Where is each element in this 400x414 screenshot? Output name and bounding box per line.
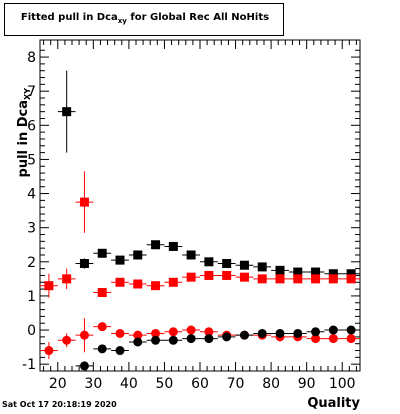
x-tick-label: 20 <box>49 376 67 392</box>
chart-title-subscript: xy <box>117 17 127 25</box>
y-axis-label: pull in DcaXY <box>16 88 32 177</box>
x-tick-label: 30 <box>84 376 102 392</box>
series-3-point <box>293 328 303 338</box>
series-0-point <box>346 269 356 279</box>
x-tick-label: 50 <box>156 376 174 392</box>
series-0-point <box>186 250 196 260</box>
series-3-point <box>346 325 356 335</box>
y-tick-label: 5 <box>27 152 36 168</box>
series-1-point <box>257 274 267 284</box>
series-1-point <box>311 274 321 284</box>
y-tick-label: 8 <box>27 50 36 66</box>
series-1-point <box>293 274 303 284</box>
series-3-point <box>311 327 321 337</box>
chart-title-main: Fitted pull in Dca <box>20 12 118 23</box>
series-3-point <box>275 328 285 338</box>
y-tick-label: 7 <box>27 84 36 100</box>
series-1-point <box>151 281 161 291</box>
series-2-point <box>44 346 54 356</box>
series-3-point <box>257 328 267 338</box>
y-tick-label: -1 <box>22 357 36 373</box>
series-3-point <box>151 335 161 345</box>
series-2-point <box>168 327 178 337</box>
series-2-point <box>204 327 214 337</box>
series-3-point <box>186 334 196 344</box>
series-0-point <box>62 107 72 117</box>
series-0-point <box>204 257 214 267</box>
series-2-point <box>346 334 356 344</box>
series-1-point <box>186 272 196 282</box>
series-0-point <box>293 267 303 277</box>
series-0-point <box>151 240 161 250</box>
series-3-point <box>97 344 107 354</box>
y-axis-label-subscript: XY <box>23 88 32 100</box>
series-2-point <box>186 325 196 335</box>
series-3-point <box>204 334 214 344</box>
series-3-point <box>79 361 89 371</box>
series-2-point <box>79 330 89 340</box>
series-0-point <box>115 255 125 265</box>
series-1-point <box>328 274 338 284</box>
series-2-point <box>328 334 338 344</box>
series-3-point <box>115 346 125 356</box>
x-tick-label: 80 <box>262 376 280 392</box>
x-tick-label: 60 <box>191 376 209 392</box>
y-tick-label: 0 <box>27 323 36 339</box>
title-box: Fitted pull in Dcaxy for Global Rec All … <box>4 3 284 36</box>
series-1-point <box>62 274 72 284</box>
series-1-point <box>204 270 214 280</box>
series-2-point <box>311 334 321 344</box>
series-1-point <box>239 272 249 282</box>
x-tick-label: 40 <box>120 376 138 392</box>
chart-title-rest: for Global Rec All NoHits <box>126 12 270 23</box>
series-2-point <box>151 328 161 338</box>
x-axis-label: Quality <box>307 396 360 411</box>
y-tick-label: 1 <box>27 289 36 305</box>
series-0-point <box>275 265 285 275</box>
y-tick-label: 4 <box>27 187 36 203</box>
date-stamp: Sat Oct 17 20:18:19 2020 <box>2 400 117 409</box>
x-tick-label: 70 <box>227 376 245 392</box>
series-3-point <box>239 330 249 340</box>
series-0-point <box>328 269 338 279</box>
series-0-point <box>239 260 249 270</box>
series-1-point <box>346 274 356 284</box>
series-1-point <box>115 277 125 287</box>
y-tick-label: 3 <box>27 221 36 237</box>
series-1-point <box>133 279 143 289</box>
series-3-point <box>168 335 178 345</box>
x-tick-label: 90 <box>298 376 316 392</box>
y-tick-label: 6 <box>27 118 36 134</box>
series-1-point <box>44 281 54 291</box>
series-2-point <box>62 335 72 345</box>
y-axis-label-main: pull in Dca <box>16 99 31 178</box>
series-0-point <box>79 259 89 269</box>
series-1-point <box>97 288 107 298</box>
series-1-point <box>222 270 232 280</box>
y-tick-label: 2 <box>27 255 36 271</box>
series-1-point <box>168 277 178 287</box>
series-2-point <box>133 330 143 340</box>
series-0-point <box>97 248 107 258</box>
series-0-point <box>257 262 267 272</box>
x-tick-label: 100 <box>329 376 356 392</box>
series-3-point <box>222 332 232 342</box>
series-2-point <box>115 328 125 338</box>
series-1-point <box>275 274 285 284</box>
series-3-point <box>133 337 143 347</box>
series-2-point <box>97 322 107 332</box>
series-3-point <box>328 325 338 335</box>
series-0-point <box>222 259 232 269</box>
series-1-point <box>79 197 89 207</box>
series-0-point <box>133 250 143 260</box>
series-0-point <box>168 241 178 251</box>
series-0-point <box>311 267 321 277</box>
chart-title: Fitted pull in Dcaxy for Global Rec All … <box>5 12 285 25</box>
